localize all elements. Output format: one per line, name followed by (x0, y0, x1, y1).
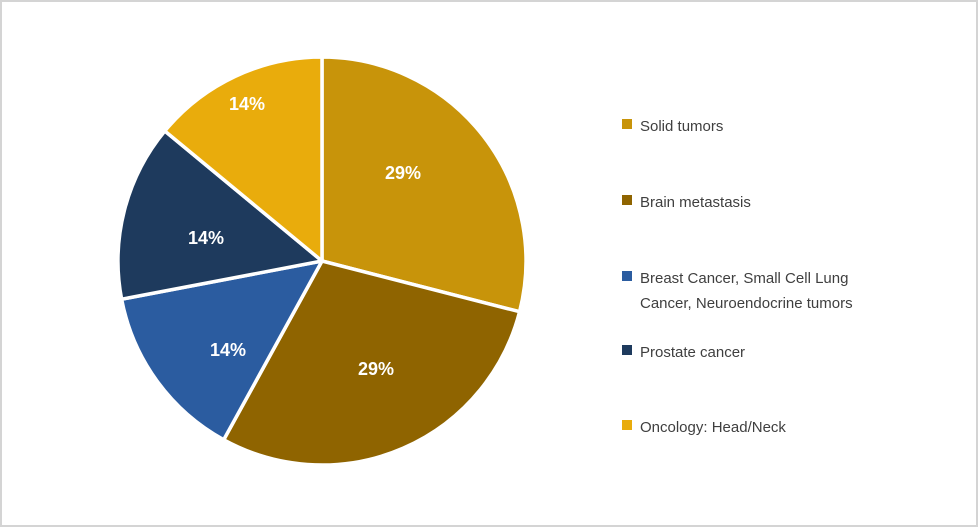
legend-label: Brain metastasis (640, 194, 751, 211)
legend-swatch-icon (622, 119, 632, 129)
legend-item-1[interactable]: Solid tumors (622, 114, 723, 139)
legend-label: Prostate cancer (640, 344, 746, 361)
legend-swatch-icon (622, 195, 632, 205)
pie-data-label: 29% (358, 359, 394, 379)
legend-label: Breast Cancer, Small Cell Lung Cancer, N… (640, 270, 853, 312)
legend-item-4[interactable]: Prostate cancer (622, 340, 745, 365)
legend-label: Solid tumors (640, 118, 724, 135)
legend-swatch-icon (622, 271, 632, 281)
chart-legend: Solid tumors Brain metastasis Breast Cance… (622, 2, 952, 525)
pie-data-label: 29% (385, 163, 421, 183)
pie-data-label: 14% (210, 340, 246, 360)
pie-slice-1[interactable] (320, 55, 528, 314)
pie-slice-3[interactable] (119, 259, 324, 442)
legend-item-5[interactable]: Oncology: Head/Neck (622, 415, 786, 440)
pie-slice-4[interactable] (116, 129, 324, 301)
legend-item-3[interactable]: Breast Cancer, Small Cell Lung Cancer, N… (622, 266, 890, 316)
pie-slice-5[interactable] (163, 55, 324, 263)
pie-data-label: 14% (188, 228, 224, 248)
legend-swatch-icon (622, 345, 632, 355)
legend-item-2[interactable]: Brain metastasis (622, 190, 751, 215)
pie-data-label: 14% (229, 94, 265, 114)
pie-slice-2[interactable] (221, 259, 522, 467)
legend-swatch-icon (622, 420, 632, 430)
legend-label: Oncology: Head/Neck (640, 419, 786, 436)
